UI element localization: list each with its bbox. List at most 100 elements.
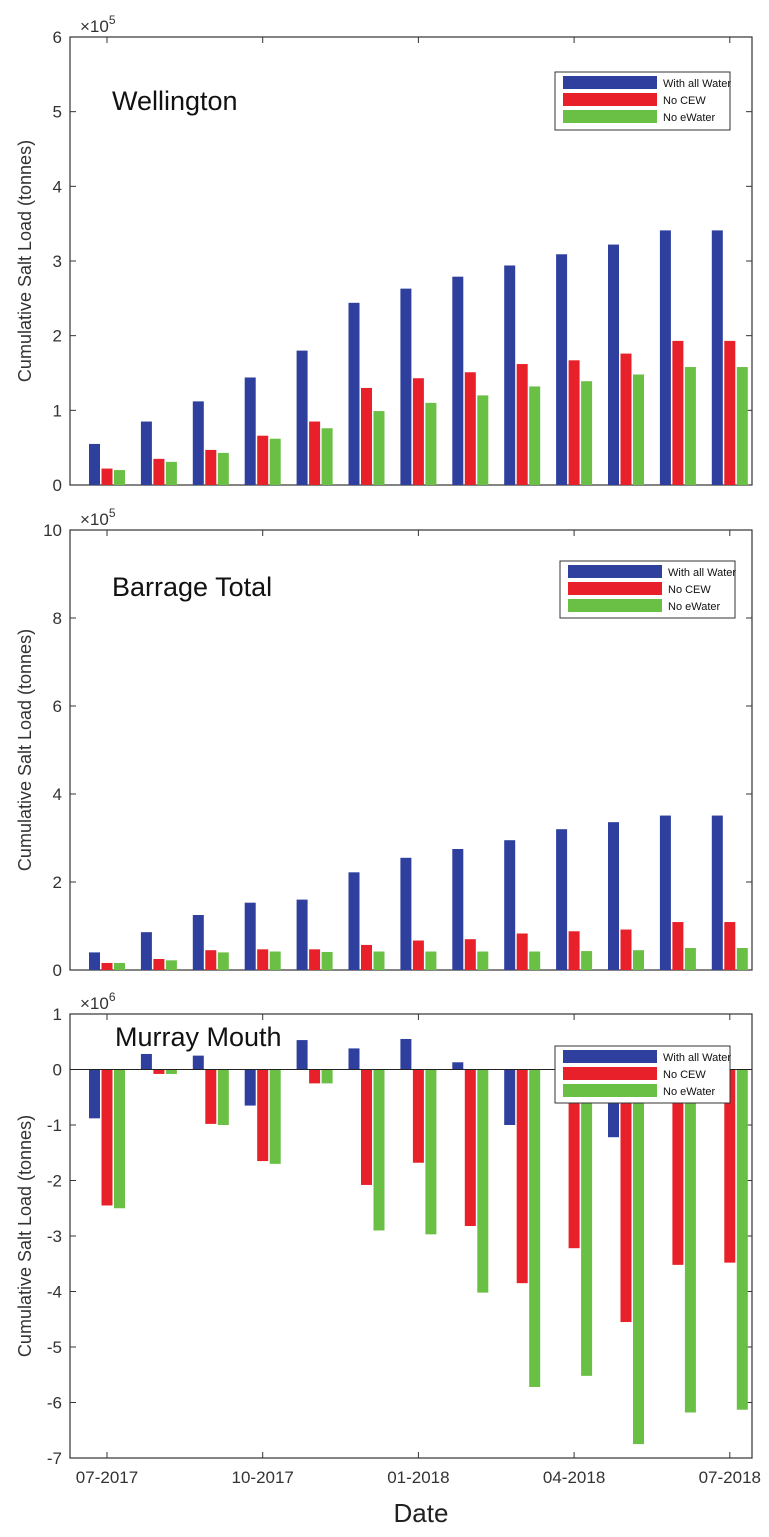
bar [529, 386, 541, 485]
legend-entry: No CEW [663, 1069, 706, 1081]
bar [516, 364, 528, 485]
y-tick-label: -4 [47, 1283, 62, 1302]
bar [269, 438, 281, 485]
exponent-base: ×10 [80, 17, 109, 36]
bar [309, 1069, 321, 1084]
bar [348, 872, 360, 970]
bar [140, 1053, 152, 1070]
bar [400, 857, 412, 970]
chart-panel-3: -7 -6 -5 -4 -3 -2 -1 0 1 ×106 Cumulative Salt Load… [15, 990, 753, 1468]
bar [309, 949, 321, 970]
bar [633, 1069, 644, 1445]
legend-swatch [568, 582, 662, 595]
bar [529, 1069, 541, 1387]
series-3 [114, 1069, 748, 1445]
bar [464, 372, 476, 485]
legend: With all Water No CEW No eWater [559, 560, 736, 619]
bar [101, 1069, 113, 1206]
bar [568, 1069, 580, 1249]
bar [452, 1062, 464, 1070]
bar [581, 381, 593, 485]
bar [101, 468, 113, 485]
series-3 [114, 367, 748, 485]
legend-swatch [568, 565, 662, 578]
y-tick-label: -7 [47, 1449, 62, 1468]
series-2 [101, 340, 736, 485]
bar [373, 411, 385, 485]
panel-title: Murray Mouth [115, 1022, 282, 1052]
y-tick-label: 2 [53, 873, 62, 892]
bar [89, 952, 100, 970]
bar [89, 443, 100, 485]
bar [244, 1069, 256, 1106]
y-tick-label: 0 [53, 961, 62, 980]
panel-title: Wellington [112, 86, 238, 116]
legend-swatch [563, 110, 657, 123]
series-1 [89, 815, 723, 970]
bar [633, 950, 644, 970]
bar [192, 1055, 204, 1070]
bar [556, 829, 568, 970]
legend: With all Water No CEW No eWater [554, 1045, 731, 1104]
bar [165, 461, 177, 485]
legend-entry: No eWater [663, 112, 716, 124]
bar [516, 1069, 528, 1284]
exponent-base: ×10 [80, 510, 109, 529]
bar [504, 840, 516, 970]
bar [684, 1069, 696, 1413]
y-tick-label: 0 [53, 476, 62, 495]
bar [477, 1069, 489, 1293]
exponent-power: 5 [109, 13, 116, 27]
x-axis-label: Date [394, 1498, 449, 1528]
bar [477, 951, 489, 970]
bar [296, 350, 308, 485]
bar [464, 1069, 476, 1227]
y-tick-label: 0 [53, 1061, 62, 1080]
bar [257, 1069, 269, 1162]
bar [400, 288, 412, 485]
y-tick-label: -5 [47, 1338, 62, 1357]
legend: With all Water No CEW No eWater [554, 71, 731, 131]
bar [361, 944, 372, 970]
chart-panel-2: 0 2 4 6 8 10 ×105 Cumulative Salt Load (tonnes)… [15, 506, 753, 980]
bar [321, 428, 333, 485]
bar [257, 949, 269, 970]
y-tick-label: -6 [47, 1394, 62, 1413]
legend-entry: With all Water [663, 1052, 731, 1064]
bar [684, 367, 696, 485]
axis-exponent: ×106 [80, 990, 116, 1013]
bar [724, 340, 736, 485]
bar [412, 378, 424, 485]
bar [361, 387, 372, 485]
bar [620, 1069, 632, 1323]
series-2 [101, 922, 736, 970]
bar [452, 849, 464, 970]
bar [736, 1069, 748, 1410]
x-axis: 07-2017 10-2017 01-2018 04-2018 07-2018 Date [76, 1468, 761, 1528]
bar [217, 452, 229, 485]
y-tick-label: 3 [53, 252, 62, 271]
x-tick-label: 04-2018 [543, 1468, 605, 1487]
y-tick-label: 2 [53, 327, 62, 346]
y-tick-label: 8 [53, 609, 62, 628]
y-axis-label: Cumulative Salt Load (tonnes) [15, 140, 35, 382]
bar [464, 939, 476, 970]
bar [361, 1069, 372, 1185]
y-tick-label: 5 [53, 103, 62, 122]
bar [257, 435, 269, 485]
bar [736, 948, 748, 970]
y-tick-label: 6 [53, 28, 62, 47]
bar [244, 377, 256, 485]
bar [659, 230, 671, 485]
bar [348, 1048, 360, 1070]
y-tick-label: 1 [53, 401, 62, 420]
legend-entry: With all Water [668, 567, 736, 579]
bar [711, 815, 723, 970]
bar [724, 922, 736, 970]
y-tick-label: 6 [53, 697, 62, 716]
y-tick-label: 4 [53, 177, 62, 196]
legend-swatch [568, 599, 662, 612]
